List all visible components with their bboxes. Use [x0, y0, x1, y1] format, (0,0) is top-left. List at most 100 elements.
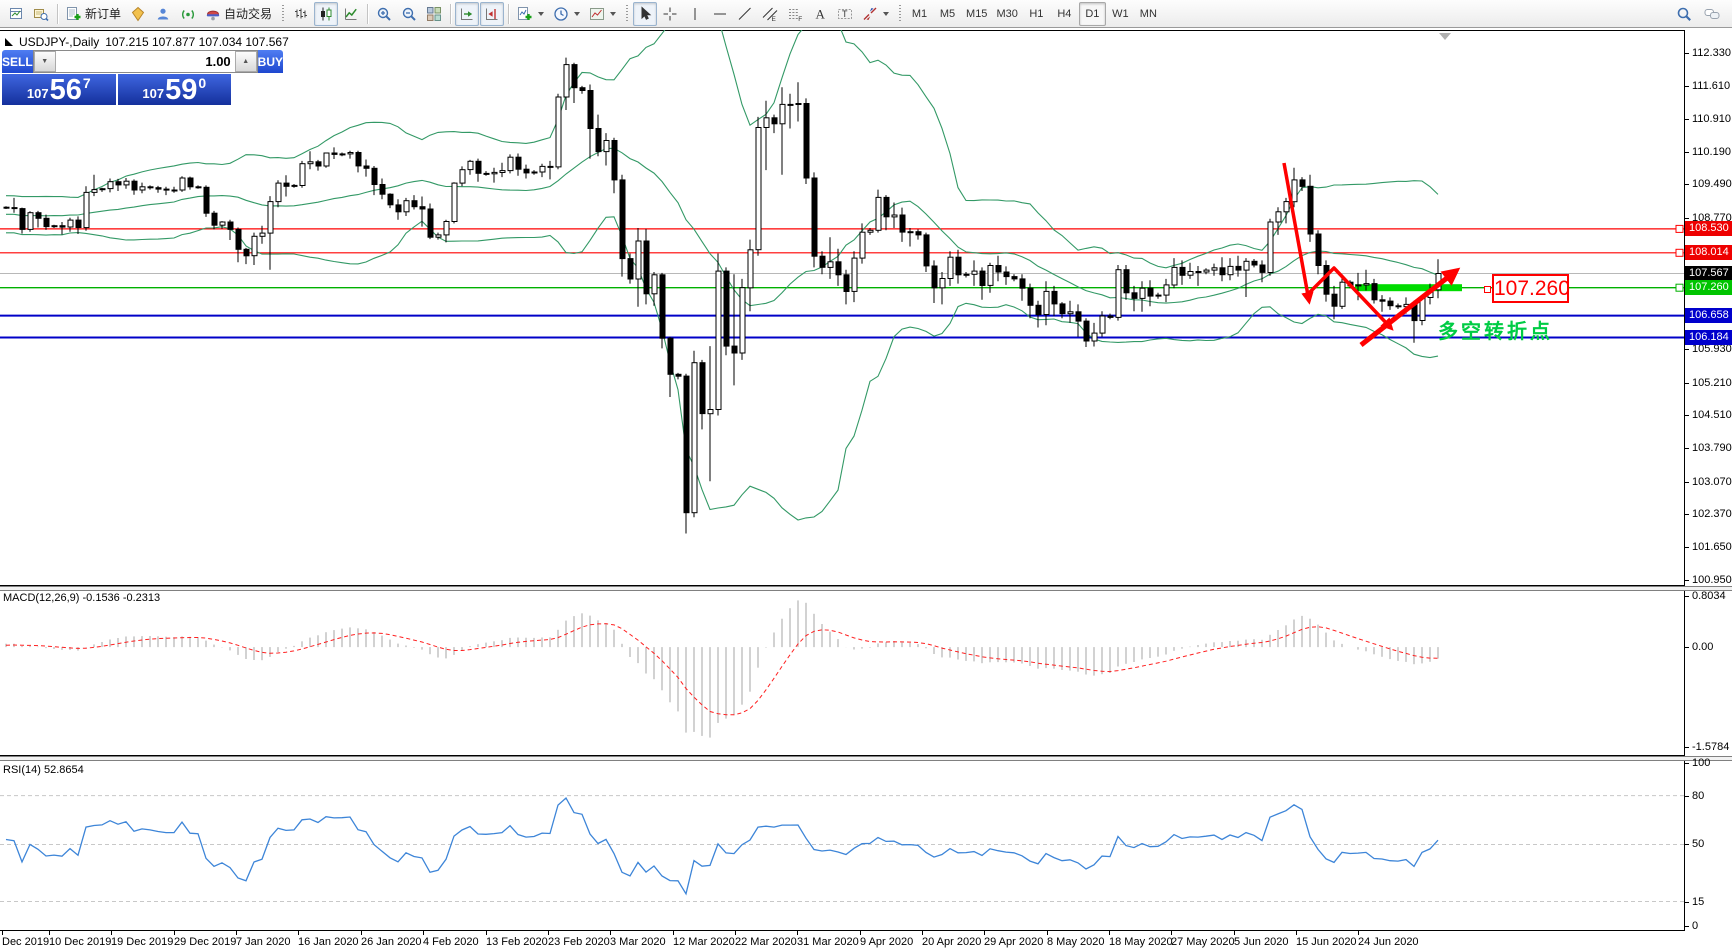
new-order-button[interactable]: 新订单	[62, 2, 125, 26]
indicators-icon	[517, 6, 533, 22]
signals-button[interactable]	[176, 2, 200, 26]
arrows-button[interactable]	[858, 2, 893, 26]
date-tick	[1358, 931, 1359, 935]
macd-canvas[interactable]	[0, 591, 1685, 755]
indicators-button[interactable]	[513, 2, 548, 26]
periods-button[interactable]	[549, 2, 584, 26]
price-line-label: 108.530	[1685, 221, 1732, 236]
panel-separator[interactable]	[0, 756, 1732, 761]
arrows-icon	[862, 6, 878, 22]
vertical-line-button[interactable]	[683, 2, 707, 26]
turning-point-note[interactable]: 多空转折点	[1438, 321, 1553, 343]
symbol-period-label: USDJPY-,Daily	[19, 35, 100, 49]
autotrading-icon	[205, 6, 221, 22]
metaeditor-button[interactable]	[126, 2, 150, 26]
toolbar-separator	[57, 3, 58, 24]
buy-price[interactable]: 107 59 0	[117, 74, 231, 105]
cursor-icon	[637, 5, 653, 22]
trend-arrow[interactable]	[1306, 266, 1394, 331]
price-tick	[1685, 119, 1689, 120]
tf-h1[interactable]: H1	[1029, 7, 1044, 20]
date-tick	[735, 931, 736, 935]
trend-arrow[interactable]	[1282, 162, 1314, 305]
tf-mn[interactable]: MN	[1139, 7, 1157, 20]
rsi-tick-label: 80	[1692, 790, 1705, 802]
tf-m15[interactable]: M15	[966, 7, 988, 20]
tf-m1[interactable]: M1	[911, 7, 928, 20]
volume-decrease-button[interactable]: ▼	[33, 51, 56, 72]
macd-tick-label: 0.8034	[1692, 590, 1726, 602]
date-tick	[486, 931, 487, 935]
date-tick-label: 15 Jun 2020	[1296, 936, 1357, 948]
tile-windows-button[interactable]	[422, 2, 446, 26]
templates-icon	[589, 6, 605, 22]
hline-icon	[712, 6, 728, 22]
auto-scroll-button[interactable]	[455, 1, 480, 26]
price-axis-border	[1684, 30, 1685, 931]
fibonacci-button[interactable]: F	[783, 2, 807, 26]
line-chart-button[interactable]	[339, 2, 363, 26]
horizontal-line-button[interactable]	[708, 2, 732, 26]
text-label-button[interactable]: T	[833, 2, 857, 26]
price-tick-label: 102.370	[1692, 508, 1732, 520]
toolbar-grip[interactable]	[625, 4, 629, 23]
price-annotation-handle[interactable]	[1484, 286, 1491, 293]
price-tick-label: 100.950	[1692, 574, 1732, 586]
bar-chart-button[interactable]	[289, 2, 313, 26]
tf-h4[interactable]: H4	[1057, 7, 1072, 20]
price-tick	[1685, 448, 1689, 449]
tf-m5[interactable]: M5	[939, 7, 956, 20]
price-annotation-box[interactable]: 107.260	[1492, 274, 1570, 303]
zoom-in-button[interactable]	[372, 2, 396, 26]
price-tick-label: 103.070	[1692, 476, 1732, 488]
volume-input[interactable]	[55, 51, 235, 72]
channel-button[interactable]: E	[758, 2, 782, 26]
crosshair-button[interactable]	[658, 2, 682, 26]
chart-shift-button[interactable]	[480, 1, 505, 26]
autotrading-button[interactable]: 自动交易	[201, 2, 276, 26]
dropdown-caret-icon	[538, 11, 545, 16]
chart-shift-icon	[484, 6, 500, 22]
cursor-button[interactable]	[633, 1, 658, 26]
candlestick-button[interactable]	[314, 1, 339, 26]
panel-separator[interactable]	[0, 586, 1732, 591]
date-tick-label: 27 May 2020	[1171, 936, 1235, 948]
line-handle[interactable]	[1675, 224, 1684, 233]
profiles-button[interactable]	[29, 2, 53, 26]
rsi-canvas[interactable]	[0, 761, 1685, 930]
date-tick	[423, 931, 424, 935]
trend-arrow[interactable]	[1359, 267, 1461, 347]
date-tick-label: 24 Jun 2020	[1358, 936, 1419, 948]
volume-increase-button[interactable]: ▲	[234, 51, 257, 72]
chart-shift-marker[interactable]	[1439, 33, 1451, 40]
line-handle[interactable]	[1675, 248, 1684, 257]
trendline-button[interactable]	[733, 2, 757, 26]
toolbar-grip[interactable]	[898, 4, 902, 23]
date-tick	[298, 931, 299, 935]
toolbar-separator	[450, 3, 452, 24]
price-line-label: 107.260	[1685, 280, 1732, 295]
line-handle[interactable]	[1675, 283, 1684, 292]
date-tick	[174, 931, 175, 935]
tf-d1[interactable]: D1	[1078, 1, 1106, 26]
new-chart-button[interactable]	[4, 2, 28, 26]
search-button[interactable]	[1672, 2, 1696, 26]
macd-signal-line	[5, 623, 1439, 716]
bollinger-lower-band	[6, 216, 1439, 521]
community-button[interactable]	[151, 2, 175, 26]
price-tick	[1685, 184, 1689, 185]
tf-w1[interactable]: W1	[1112, 7, 1129, 20]
main-chart-canvas[interactable]	[0, 30, 1685, 586]
zoom-out-button[interactable]	[397, 2, 421, 26]
toolbar-grip[interactable]	[281, 4, 285, 23]
support-highlight-bar[interactable]	[1355, 284, 1462, 292]
sell-price[interactable]: 107 56 7	[2, 74, 116, 105]
sell-button[interactable]: SELL	[2, 50, 33, 73]
chat-button[interactable]	[1700, 2, 1724, 26]
rsi-tick-label: 50	[1692, 838, 1705, 850]
buy-button[interactable]: BUY	[257, 50, 284, 73]
templates-button[interactable]	[585, 2, 620, 26]
dropdown-caret-icon	[610, 11, 617, 16]
text-button[interactable]: A	[808, 2, 832, 26]
tf-m30[interactable]: M30	[996, 7, 1018, 20]
